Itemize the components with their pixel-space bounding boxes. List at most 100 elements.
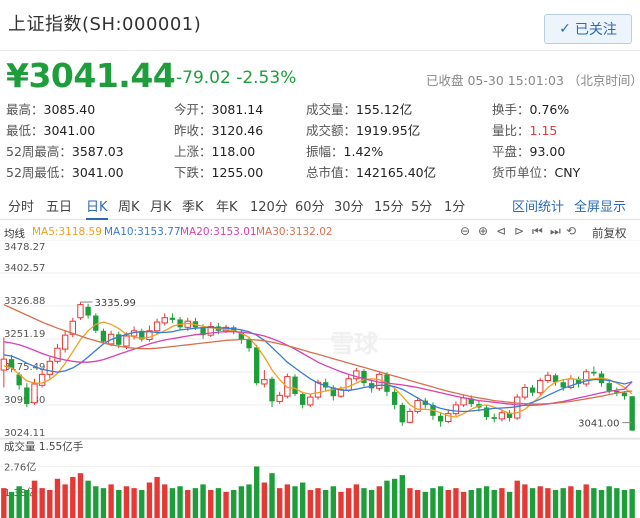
kline-chart[interactable]: 3478.273402.573326.883251.193175.493099.… xyxy=(0,239,640,518)
volume-bar xyxy=(85,480,91,518)
volume-bar xyxy=(8,491,15,518)
candle-body xyxy=(69,320,76,335)
candle-body xyxy=(169,317,176,320)
volume-bar xyxy=(62,484,68,518)
candle-body xyxy=(146,330,153,341)
volume-bar xyxy=(192,488,199,518)
candle-body xyxy=(606,383,612,391)
candle-body xyxy=(139,330,145,340)
candle-body xyxy=(46,360,53,375)
candle-body xyxy=(544,374,552,381)
candle-body xyxy=(437,415,444,422)
volume-bar xyxy=(591,488,597,518)
candle-body xyxy=(123,335,130,347)
volume-bar xyxy=(200,484,206,518)
tab-period[interactable]: 分时 xyxy=(8,200,35,215)
volume-bar xyxy=(208,490,214,518)
tab-period[interactable]: 30分 xyxy=(334,200,364,215)
candle-body xyxy=(537,379,544,394)
interval-stats-link[interactable]: 区间统计 xyxy=(512,200,565,215)
volume-bar xyxy=(162,484,168,518)
volume-bar xyxy=(614,488,620,518)
watermark-logo: 雪球 xyxy=(330,330,379,358)
candle-body xyxy=(391,391,398,405)
tab-period[interactable]: 五日 xyxy=(46,200,73,215)
jump-end-icon[interactable]: ⏭ xyxy=(550,224,561,238)
stat-52w-low: 52周最低：3041.00 xyxy=(6,165,124,180)
volume-bar xyxy=(560,488,566,518)
volume-bar xyxy=(146,482,153,518)
candle-body xyxy=(116,334,122,345)
reset-icon[interactable]: ⟲ xyxy=(566,224,577,238)
candle-body xyxy=(445,413,452,422)
candle-body xyxy=(246,339,252,349)
jump-start-icon[interactable]: ⏮ xyxy=(532,224,543,238)
volume-bar xyxy=(568,486,574,518)
tab-period[interactable]: 季K xyxy=(182,200,204,215)
tab-period[interactable]: 60分 xyxy=(295,200,325,215)
candle-body xyxy=(100,330,107,342)
tab-period[interactable]: 月K xyxy=(150,200,172,215)
ma-line-ma5 xyxy=(3,321,633,418)
tab-period[interactable]: 5分 xyxy=(411,200,433,215)
candle-body xyxy=(269,378,275,402)
volume-bar xyxy=(1,488,7,518)
y-tick-label: 3251.19 xyxy=(4,329,45,340)
volume-bar xyxy=(391,478,398,518)
candle-body xyxy=(238,331,245,340)
ma10-value: MA10:3153.77 xyxy=(104,226,181,238)
header-divider xyxy=(0,50,640,51)
tab-period[interactable]: 周K xyxy=(118,200,140,215)
zoom-in-icon[interactable]: ⊕ xyxy=(478,224,489,238)
volume-bar xyxy=(499,488,505,518)
volume-bar xyxy=(353,484,359,518)
volume-tick-label: 2.76亿 xyxy=(4,460,36,473)
tab-period-active[interactable]: 日K xyxy=(86,198,108,220)
volume-bar xyxy=(376,486,382,518)
stat-low: 最低：3041.00 xyxy=(6,123,96,138)
adjust-mode[interactable]: 前复权 xyxy=(592,226,627,240)
candle-body xyxy=(314,381,322,398)
volume-bar xyxy=(24,490,30,518)
check-icon: ✓ xyxy=(559,21,571,37)
candle-body xyxy=(276,394,283,402)
ma-mode[interactable]: 均线 xyxy=(4,228,25,240)
stat-open: 今开：3081.14 xyxy=(174,102,264,117)
stat-volume: 成交量：155.12亿 xyxy=(306,102,413,117)
candle-body xyxy=(529,387,536,393)
volume-bar xyxy=(606,486,612,518)
stats-grid: 最高：3085.40 今开：3081.14 成交量：155.12亿 换手：0.7… xyxy=(0,98,640,184)
candle-body xyxy=(399,404,405,423)
zoom-out-icon[interactable]: ⊖ xyxy=(460,224,471,238)
candle-body xyxy=(468,398,474,405)
candle-body xyxy=(353,370,360,380)
candle-body xyxy=(177,319,183,328)
volume-bar xyxy=(338,491,344,518)
volume-bar xyxy=(154,476,160,518)
scroll-right-icon[interactable]: ⊳ xyxy=(514,224,525,238)
y-tick-label: 3024.11 xyxy=(4,428,45,439)
tab-period[interactable]: 年K xyxy=(216,200,238,215)
volume-bar xyxy=(31,480,38,518)
candle-body xyxy=(452,404,460,415)
volume-bar xyxy=(185,490,191,518)
scroll-left-icon[interactable]: ⊲ xyxy=(496,224,507,238)
volume-bar xyxy=(621,490,628,518)
candle-body xyxy=(575,378,582,384)
stat-up-count: 上涨：118.00 xyxy=(174,144,256,159)
candle-body xyxy=(24,387,30,405)
candle-body xyxy=(0,358,8,371)
candle-body xyxy=(8,359,15,368)
candle-body xyxy=(299,394,306,405)
follow-button[interactable]: ✓ 已关注 xyxy=(544,14,632,44)
tab-period[interactable]: 1分 xyxy=(444,200,466,215)
tab-period[interactable]: 120分 xyxy=(250,200,288,215)
price-change: -79.02 -2.53% xyxy=(176,68,297,88)
candle-body xyxy=(77,304,84,319)
fullscreen-link[interactable]: 全屏显示 xyxy=(574,200,627,215)
tab-period[interactable]: 15分 xyxy=(374,200,404,215)
volume-bar xyxy=(460,491,467,518)
volume-bar xyxy=(598,490,605,518)
stat-vol-ratio: 量比：1.15 xyxy=(492,123,558,138)
candle-body xyxy=(330,387,337,397)
